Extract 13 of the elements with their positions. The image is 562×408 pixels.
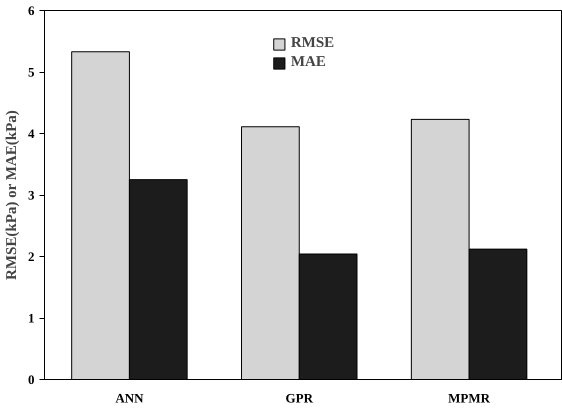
- x-tick-label: ANN: [115, 390, 144, 406]
- y-axis-title: RMSE(kPa) or MAE(kPa): [4, 110, 20, 280]
- legend-label: RMSE: [290, 35, 334, 52]
- legend-label: MAE: [290, 54, 326, 71]
- x-tick-label: GPR: [286, 390, 314, 406]
- y-tick-label: 4: [28, 126, 35, 141]
- y-tick-label: 6: [28, 3, 35, 18]
- y-tick-label: 5: [28, 64, 35, 80]
- y-tick-label: 0: [28, 372, 34, 387]
- y-tick-label: 1: [28, 310, 34, 326]
- y-tick-label: 3: [28, 188, 35, 202]
- y-tick-label: 2: [28, 249, 34, 264]
- x-tick-label: MPMR: [448, 390, 491, 406]
